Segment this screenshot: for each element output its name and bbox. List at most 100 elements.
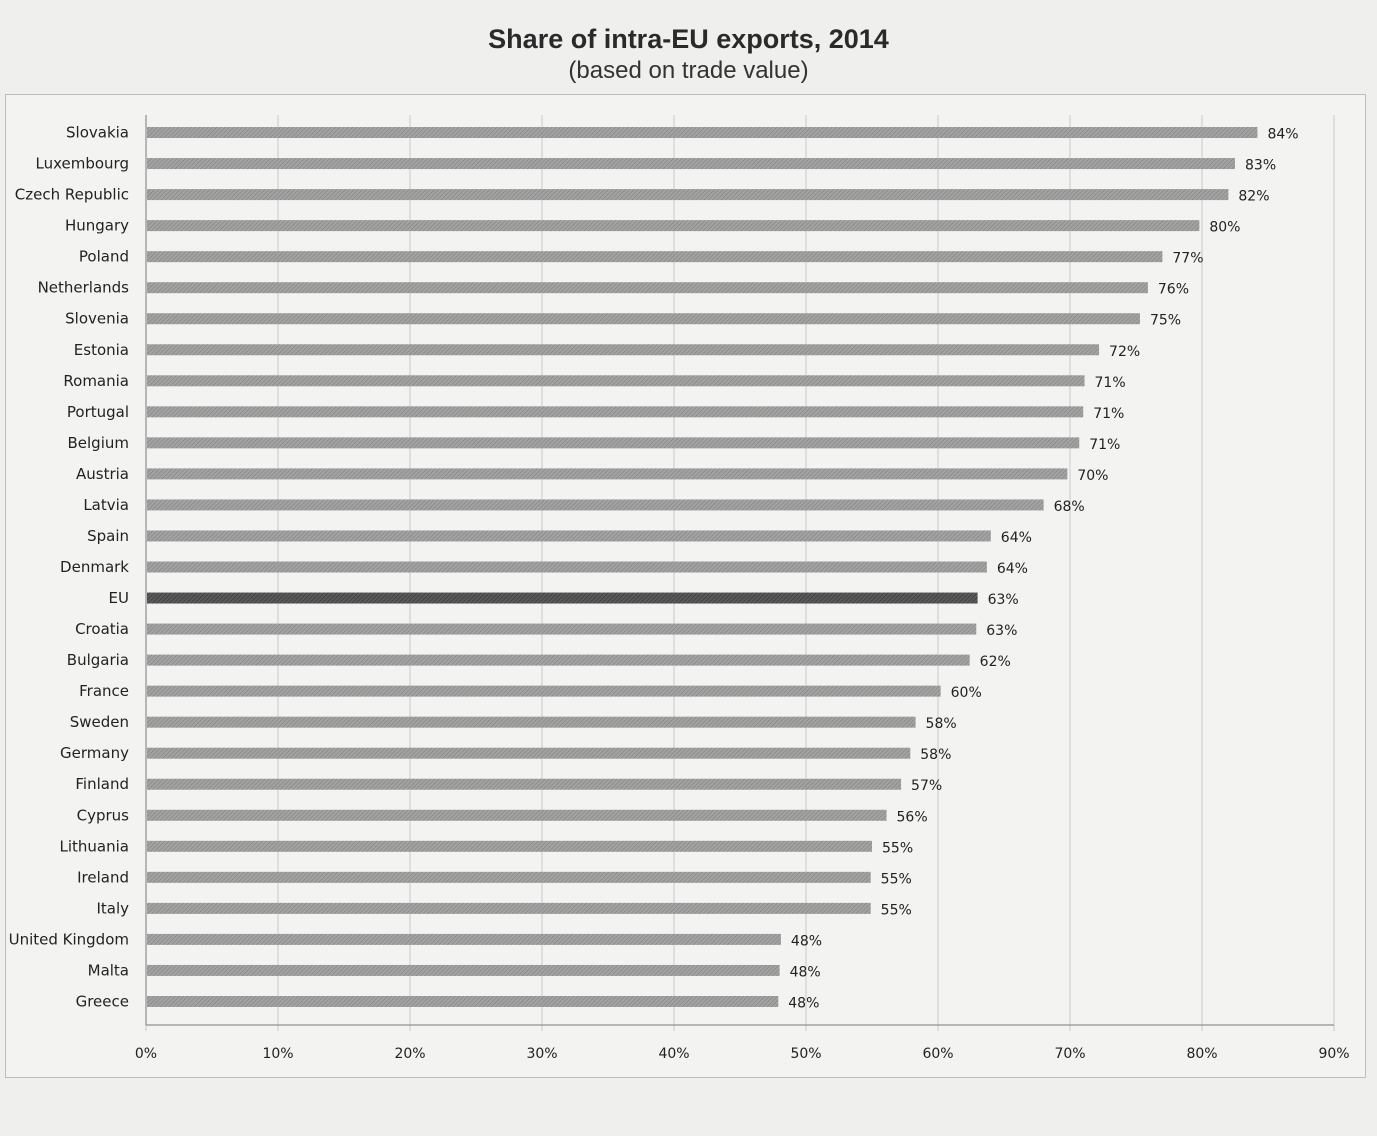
data-label: 68% bbox=[1054, 499, 1085, 515]
bar-spain bbox=[147, 530, 991, 542]
data-label: 62% bbox=[980, 654, 1011, 670]
bar-belgium bbox=[147, 437, 1080, 449]
bar-netherlands bbox=[147, 282, 1148, 294]
bar-denmark bbox=[147, 561, 987, 573]
x-tick-label: 80% bbox=[1186, 1046, 1217, 1062]
category-label: Malta bbox=[88, 961, 129, 979]
bar-united-kingdom bbox=[147, 933, 781, 945]
bar-lithuania bbox=[147, 840, 872, 852]
data-label: 63% bbox=[988, 592, 1019, 608]
category-label: Austria bbox=[76, 465, 129, 483]
category-label: Lithuania bbox=[60, 837, 129, 855]
bar-portugal bbox=[147, 406, 1084, 418]
bar-luxembourg bbox=[147, 158, 1235, 170]
bar-croatia bbox=[147, 623, 977, 635]
bar-austria bbox=[147, 468, 1068, 480]
x-tick-label: 40% bbox=[658, 1046, 689, 1062]
value-labels: 84% 83% 82% 80% 77% 76% 75% 72% 71% 71% 71% 70% 68% 6… bbox=[788, 127, 1298, 1012]
bar-greece bbox=[147, 995, 779, 1007]
data-label: 63% bbox=[986, 623, 1017, 639]
category-label: Slovenia bbox=[65, 310, 129, 328]
category-label: Belgium bbox=[68, 434, 130, 452]
data-label: 80% bbox=[1209, 220, 1240, 236]
category-label: Romania bbox=[63, 372, 129, 390]
bar-czech-republic bbox=[147, 189, 1229, 201]
data-label: 56% bbox=[897, 809, 928, 825]
data-label: 64% bbox=[1001, 530, 1032, 546]
data-label: 55% bbox=[881, 871, 912, 887]
data-label: 58% bbox=[920, 747, 951, 763]
chart-header: Share of intra-EU exports, 2014 (based o… bbox=[0, 22, 1377, 86]
bar-slovenia bbox=[147, 313, 1140, 325]
x-tick-label: 50% bbox=[790, 1046, 821, 1062]
bar-germany bbox=[147, 747, 911, 759]
category-label: Bulgaria bbox=[67, 651, 129, 669]
category-label: Latvia bbox=[83, 496, 129, 514]
bar-bulgaria bbox=[147, 654, 970, 666]
bar-cyprus bbox=[147, 809, 887, 821]
x-tick-label: 0% bbox=[135, 1046, 157, 1062]
data-label: 71% bbox=[1095, 375, 1126, 391]
chart-subtitle: (based on trade value) bbox=[568, 57, 809, 84]
data-label: 77% bbox=[1172, 251, 1203, 267]
data-label: 72% bbox=[1109, 344, 1140, 360]
category-label: Poland bbox=[79, 248, 129, 266]
category-label: Cyprus bbox=[77, 806, 130, 824]
data-label: 58% bbox=[926, 716, 957, 732]
x-tick-label: 10% bbox=[262, 1046, 293, 1062]
data-label: 70% bbox=[1077, 468, 1108, 484]
bar-ireland bbox=[147, 871, 871, 883]
data-label: 82% bbox=[1238, 189, 1269, 205]
x-tick-label: 30% bbox=[526, 1046, 557, 1062]
bar-italy bbox=[147, 902, 871, 914]
category-label: Greece bbox=[76, 992, 129, 1010]
category-labels: Slovakia Luxembourg Czech Republic Hungary P… bbox=[9, 124, 130, 1011]
bar-sweden bbox=[147, 716, 916, 728]
category-label: EU bbox=[109, 589, 129, 607]
category-label: Czech Republic bbox=[15, 186, 129, 204]
category-label: Finland bbox=[75, 775, 129, 793]
x-tick-label: 20% bbox=[394, 1046, 425, 1062]
x-tick-label: 70% bbox=[1054, 1046, 1085, 1062]
data-label: 83% bbox=[1245, 158, 1276, 174]
bars bbox=[147, 127, 1258, 1007]
category-label: Portugal bbox=[67, 403, 129, 421]
bar-finland bbox=[147, 778, 902, 790]
data-label: 57% bbox=[911, 778, 942, 794]
bar-estonia bbox=[147, 344, 1100, 356]
category-label: Germany bbox=[60, 744, 129, 762]
category-label: Spain bbox=[87, 527, 129, 545]
bar-poland bbox=[147, 251, 1163, 263]
category-label: Italy bbox=[96, 899, 129, 917]
data-label: 48% bbox=[791, 933, 822, 949]
bar-eu bbox=[147, 592, 978, 604]
category-label: Netherlands bbox=[38, 279, 130, 297]
x-axis: 0% 10% 20% 30% 40% 50% 60% 70% 80% 90% bbox=[135, 115, 1350, 1062]
data-label: 71% bbox=[1093, 406, 1124, 422]
data-label: 48% bbox=[790, 964, 821, 980]
chart-title: Share of intra-EU exports, 2014 bbox=[488, 24, 889, 54]
category-label: France bbox=[79, 682, 129, 700]
category-label: Slovakia bbox=[66, 124, 129, 142]
category-label: Estonia bbox=[74, 341, 129, 359]
bar-slovakia bbox=[147, 127, 1258, 139]
data-label: 60% bbox=[951, 685, 982, 701]
category-label: United Kingdom bbox=[9, 930, 129, 948]
data-label: 71% bbox=[1089, 437, 1120, 453]
category-label: Sweden bbox=[70, 713, 129, 731]
category-label: Croatia bbox=[75, 620, 129, 638]
x-tick-label: 60% bbox=[922, 1046, 953, 1062]
data-label: 75% bbox=[1150, 313, 1181, 329]
x-tick-label: 90% bbox=[1318, 1046, 1349, 1062]
data-label: 84% bbox=[1267, 127, 1298, 143]
bar-romania bbox=[147, 375, 1085, 387]
category-label: Denmark bbox=[60, 558, 129, 576]
category-label: Ireland bbox=[77, 868, 129, 886]
data-label: 55% bbox=[882, 840, 913, 856]
bar-latvia bbox=[147, 499, 1044, 511]
bar-france bbox=[147, 685, 941, 697]
data-label: 64% bbox=[997, 561, 1028, 577]
data-label: 76% bbox=[1158, 282, 1189, 298]
bar-malta bbox=[147, 964, 780, 976]
